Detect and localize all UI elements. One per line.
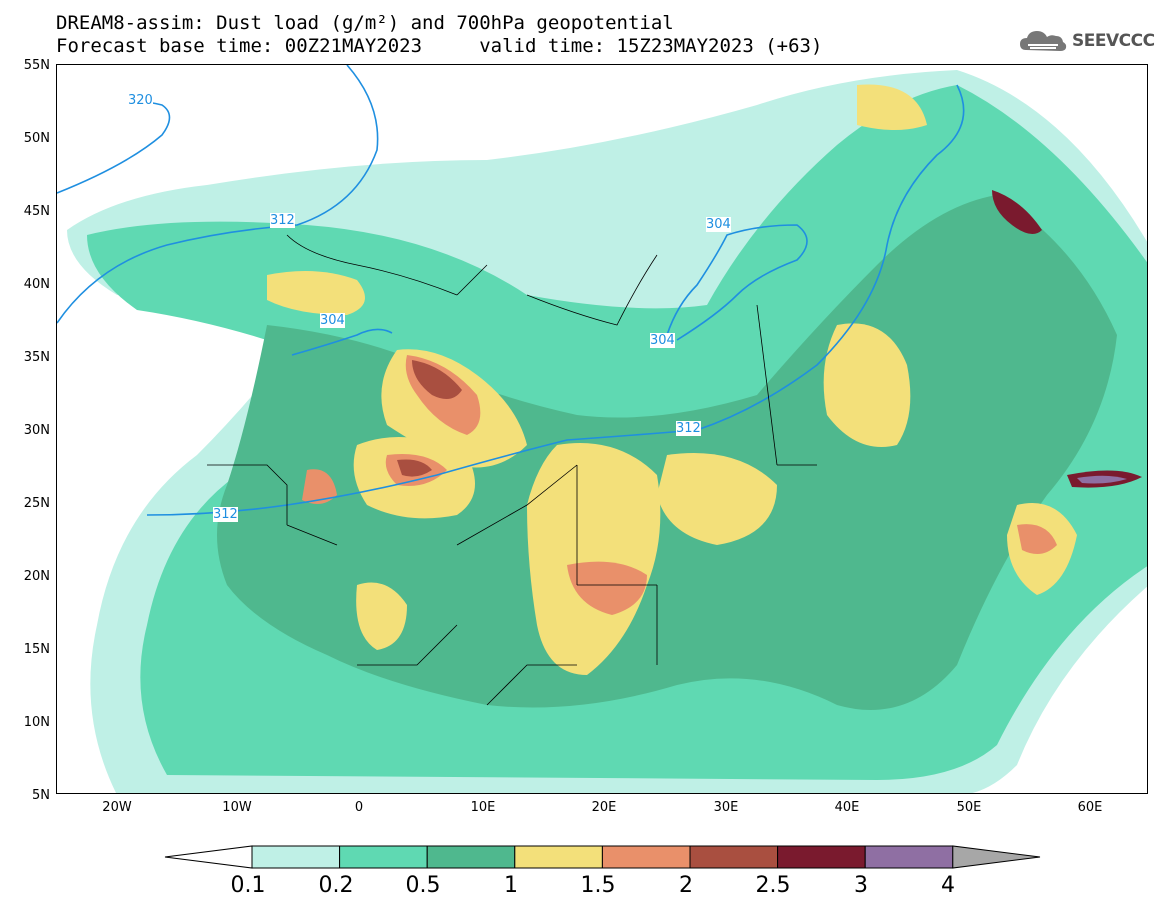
dust-level-2a <box>412 360 462 399</box>
seevccc-logo: SEEVCCC <box>1018 28 1155 54</box>
contour-304 <box>291 328 393 356</box>
colorbar-label: 3 <box>854 873 868 898</box>
forecast-times: Forecast base time: 00Z21MAY2023 valid t… <box>56 35 823 57</box>
contour-label: 312 <box>270 213 295 228</box>
colorbar-cell <box>601 845 691 869</box>
contour-label: 312 <box>676 421 701 436</box>
dust-level-1e <box>823 323 911 447</box>
dust-level-1-5e <box>1017 524 1057 554</box>
lon-label: 60E <box>1077 800 1103 815</box>
contour-label: 304 <box>706 217 731 232</box>
colorbar-label: 0.5 <box>405 873 441 898</box>
lon-label: 20E <box>591 800 617 815</box>
contour-304-east <box>666 224 808 341</box>
dust-map <box>56 64 1148 794</box>
dust-level-1-5c <box>567 561 647 615</box>
lat-label: 45N <box>23 204 50 219</box>
colorbar-cell <box>689 845 779 869</box>
lon-label: 0 <box>354 800 364 815</box>
colorbar-label: 0.1 <box>230 873 266 898</box>
contour-label: 312 <box>213 507 238 522</box>
colorbar-cell <box>514 845 603 869</box>
lat-label: 50N <box>23 131 50 146</box>
contour-label: 304 <box>650 333 675 348</box>
lat-label: 15N <box>23 642 50 657</box>
lat-label: 5N <box>32 788 50 803</box>
colorbar-label: 0.2 <box>318 873 354 898</box>
dust-level-3a <box>1077 475 1127 484</box>
colorbar-cell <box>251 845 341 869</box>
lon-label: 20W <box>102 800 132 815</box>
dust-level-1h <box>857 84 927 130</box>
colorbar-cell <box>864 845 954 869</box>
lon-label: 40E <box>834 800 860 815</box>
lat-label: 10N <box>23 715 50 730</box>
dust-level-1c <box>527 443 661 675</box>
contour-label: 320 <box>128 93 153 108</box>
colorbar-label: 1.5 <box>580 873 616 898</box>
logo-text: SEEVCCC <box>1072 31 1155 51</box>
dust-level-1i <box>267 271 365 315</box>
dust-level-1-5d <box>302 469 337 504</box>
colorbar-label: 4 <box>941 873 955 898</box>
map-title: DREAM8-assim: Dust load (g/m²) and 700hP… <box>56 12 674 34</box>
dust-level-2b <box>397 459 432 477</box>
dust-field <box>67 70 1147 793</box>
country-borders <box>207 234 817 706</box>
lat-label: 20N <box>23 569 50 584</box>
colorbar-label: 1 <box>504 873 518 898</box>
colorbar-low-end <box>164 845 253 869</box>
colorbar-label: 2.5 <box>755 873 791 898</box>
colorbar-cell <box>426 845 516 869</box>
lat-label: 35N <box>23 350 50 365</box>
lat-label: 25N <box>23 496 50 511</box>
lon-label: 10W <box>222 800 252 815</box>
colorbar-cell <box>339 845 428 869</box>
lat-label: 30N <box>23 423 50 438</box>
lon-label: 30E <box>713 800 739 815</box>
lat-label: 55N <box>23 58 50 73</box>
colorbar-label: 2 <box>679 873 693 898</box>
lat-label: 40N <box>23 277 50 292</box>
dust-level-0-5 <box>217 195 1117 710</box>
contour-320 <box>57 101 171 194</box>
dust-level-2c <box>992 190 1042 234</box>
cloud-icon <box>1020 31 1067 51</box>
colorbar <box>164 845 1041 869</box>
colorbar-high-end <box>952 845 1041 869</box>
contour-label: 304 <box>320 313 345 328</box>
dust-level-1d <box>657 453 777 545</box>
colorbar-cell <box>777 845 866 869</box>
lon-label: 50E <box>956 800 982 815</box>
lon-label: 10E <box>470 800 496 815</box>
dust-level-1g <box>356 582 407 650</box>
